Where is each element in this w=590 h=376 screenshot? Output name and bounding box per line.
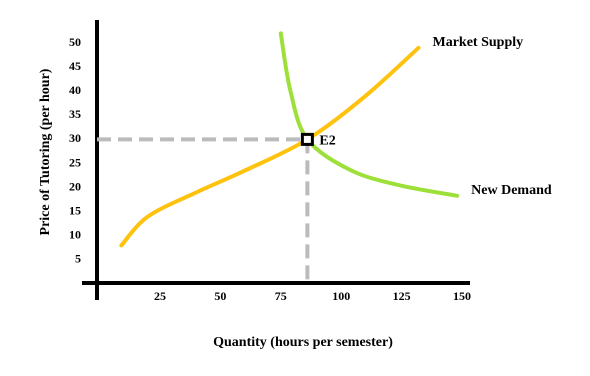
y-axis-label: Price of Tutoring (per hour) xyxy=(38,68,53,235)
y-tick-label: 5 xyxy=(75,252,81,266)
equilibrium-point xyxy=(300,132,314,146)
curve-label: New Demand xyxy=(471,183,552,198)
y-tick-label: 35 xyxy=(69,107,81,121)
y-tick-label: 30 xyxy=(69,131,81,145)
x-tick-label: 100 xyxy=(332,289,350,303)
x-axis-label: Quantity (hours per semester) xyxy=(213,335,393,350)
curve xyxy=(119,45,421,248)
y-tick-label: 10 xyxy=(69,228,81,242)
x-tick-label: 50 xyxy=(214,289,226,303)
x-tick-label: 150 xyxy=(453,289,471,303)
y-tick-label: 20 xyxy=(69,179,81,193)
y-tick-label: 50 xyxy=(69,35,81,49)
x-tick-label: 75 xyxy=(275,289,287,303)
y-tick-label: 45 xyxy=(69,59,81,73)
x-tick-label: 125 xyxy=(393,289,411,303)
equilibrium-label: E2 xyxy=(319,134,335,149)
curve xyxy=(278,31,460,198)
y-tick-label: 15 xyxy=(69,203,81,217)
y-tick-label: 40 xyxy=(69,83,81,97)
y-tick-label: 25 xyxy=(69,155,81,169)
x-tick-label: 25 xyxy=(154,289,166,303)
curve-label: Market Supply xyxy=(433,35,524,50)
